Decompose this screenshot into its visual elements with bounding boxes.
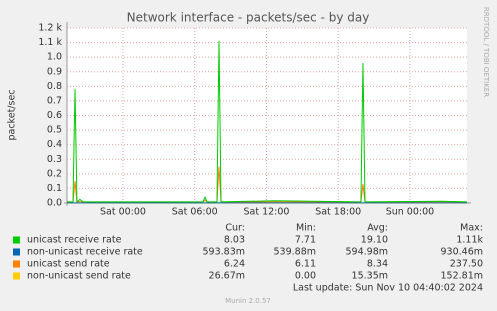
y-tick-label: 0.9 (47, 66, 62, 77)
y-tick-label: 0.6 (47, 110, 62, 121)
last-update: Last update: Sun Nov 10 04:40:02 2024 (293, 283, 483, 294)
legend-swatch (13, 248, 20, 256)
x-tick-label: Sat 18:00 (315, 207, 361, 218)
x-tick-label: Sat 00:00 (100, 207, 146, 218)
legend-swatch (13, 272, 20, 280)
footer: Munin 2.0.57 (225, 297, 271, 305)
legend-stat: 19.10 (361, 235, 388, 246)
y-tick-label: 0.7 (47, 95, 62, 106)
y-tick-label: 0.4 (47, 139, 62, 150)
legend-header: Max: (460, 223, 483, 234)
side-text: RRDTOOL / TOBI OETIKER (482, 7, 490, 97)
legend-stat: 594.98m (346, 247, 389, 258)
y-tick-label: 1.2 k (38, 23, 62, 34)
y-axis-label: packet/sec (7, 89, 18, 140)
x-tick-label: Sun 00:00 (386, 207, 434, 218)
legend-swatch (13, 260, 20, 268)
legend-label: unicast receive rate (27, 235, 122, 246)
legend-stat: 15.35m (352, 271, 388, 282)
legend-header: Cur: (225, 223, 245, 234)
legend-label: unicast send rate (27, 259, 110, 270)
legend-stat: 7.71 (295, 235, 316, 246)
legend-stat: 237.50 (450, 259, 483, 270)
legend-label: non-unicast receive rate (27, 247, 143, 258)
legend-stat: 8.03 (224, 235, 245, 246)
x-tick-label: Sat 06:00 (172, 207, 218, 218)
legend-stat: 152.81m (441, 271, 484, 282)
y-tick-label: 1.1 k (38, 37, 62, 48)
legend-stat: 930.46m (441, 247, 484, 258)
y-tick-label: 0.8 (47, 81, 62, 92)
legend-stat: 593.83m (203, 247, 246, 258)
legend-swatch (13, 236, 20, 244)
y-tick-label: 0.3 (47, 154, 62, 165)
chart-title: Network interface - packets/sec - by day (127, 11, 370, 25)
legend-header: Min: (296, 223, 316, 234)
y-tick-label: 0.2 (47, 168, 62, 179)
series-line (67, 41, 468, 203)
y-tick-label: 1.0 (47, 52, 62, 63)
legend-label: non-unicast send rate (27, 271, 131, 282)
legend-stat: 26.67m (209, 271, 245, 282)
legend-stat: 0.00 (295, 271, 316, 282)
legend-stat: 539.88m (274, 247, 317, 258)
y-tick-label: 0.5 (47, 125, 62, 136)
legend-stat: 8.34 (367, 259, 388, 270)
legend-stat: 6.24 (224, 259, 245, 270)
x-tick-label: Sat 12:00 (243, 207, 289, 218)
y-tick-label: 0.1 (47, 183, 62, 194)
legend-stat: 6.11 (295, 259, 316, 270)
y-tick-label: 0.0 (47, 198, 62, 209)
legend-stat: 1.11k (456, 235, 483, 246)
legend-header: Avg: (367, 223, 388, 234)
